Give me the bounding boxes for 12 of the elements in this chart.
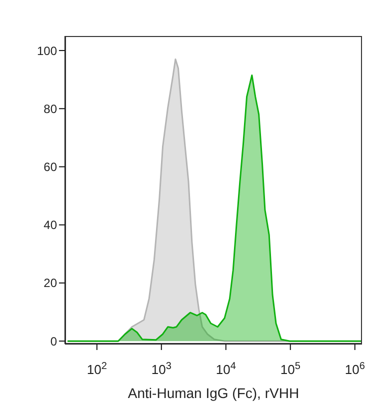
x-tick-label: 10$^{4}$ bbox=[216, 360, 236, 377]
x-tick-label: 10$^{3}$ bbox=[151, 360, 172, 377]
y-tick-label: 40 bbox=[44, 218, 58, 232]
x-tick-label: 10$^{5}$ bbox=[280, 360, 301, 377]
x-tick-label: 10$^{6}$ bbox=[344, 360, 366, 377]
y-tick-label: 100 bbox=[36, 44, 58, 58]
y-tick-label: 60 bbox=[44, 160, 58, 174]
y-tick-label: 20 bbox=[44, 276, 58, 290]
x-axis-title: Anti-Human IgG (Fc), rVHH bbox=[128, 385, 300, 401]
y-tick-label: 0 bbox=[50, 334, 58, 348]
y-tick-label: 80 bbox=[44, 102, 58, 116]
x-tick-label: 10$^{2}$ bbox=[86, 360, 108, 377]
